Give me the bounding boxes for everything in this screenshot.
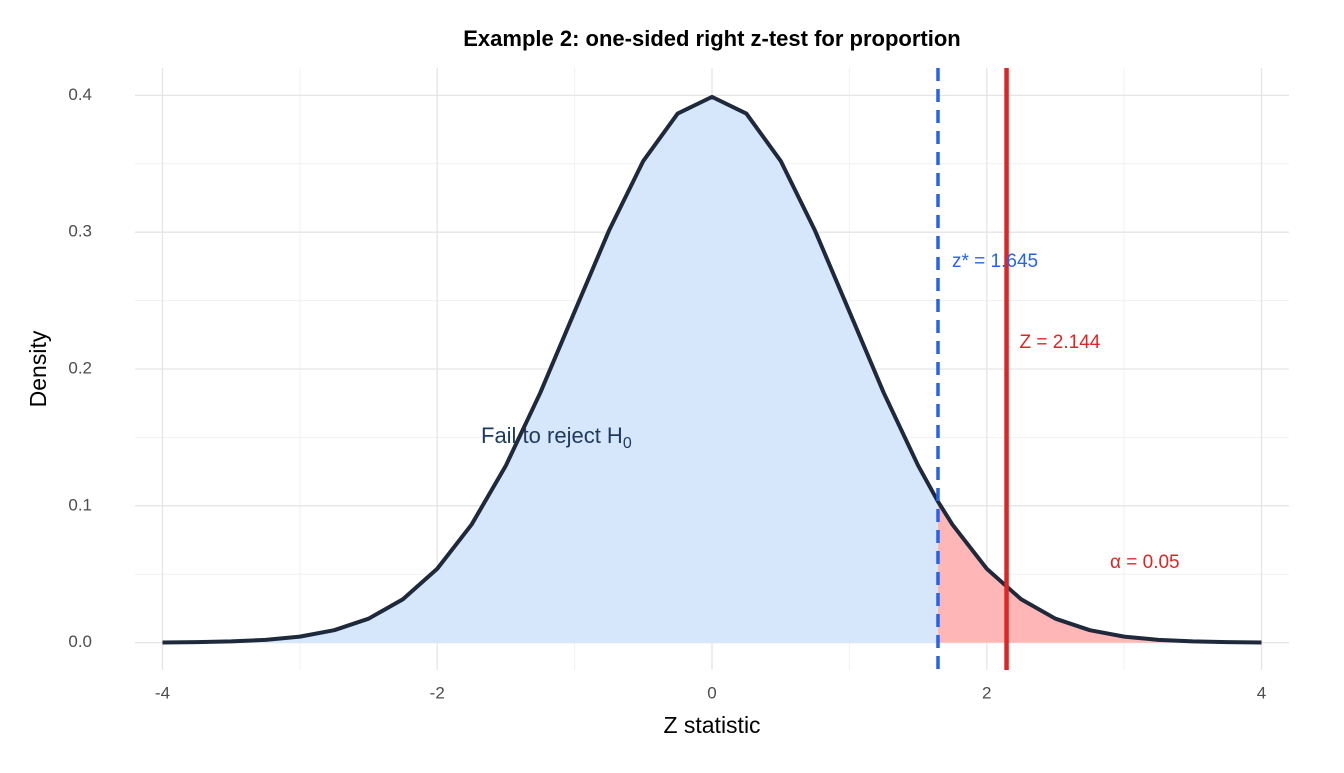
- chart-title: Example 2: one-sided right z-test for pr…: [463, 26, 960, 51]
- y-tick-label: 0.1: [68, 495, 92, 514]
- fail-label-text: Fail to reject H: [481, 423, 623, 448]
- fail-label-subscript: 0: [623, 435, 632, 452]
- y-axis-title: Density: [25, 330, 51, 407]
- x-tick-label: 4: [1257, 683, 1266, 702]
- statistic-label: Z = 2.144: [1020, 332, 1101, 353]
- fail-label: Fail to reject H0: [481, 423, 632, 452]
- y-tick-label: 0.0: [68, 632, 92, 651]
- x-tick-label: -2: [430, 683, 445, 702]
- critical-label: z* = 1.645: [952, 251, 1038, 272]
- x-tick-label: -4: [155, 683, 170, 702]
- y-tick-label: 0.3: [68, 222, 92, 241]
- x-axis-title: Z statistic: [663, 712, 760, 738]
- y-tick-label: 0.2: [68, 358, 92, 377]
- x-tick-label: 2: [982, 683, 991, 702]
- density-curve: [162, 94, 1262, 645]
- y-tick-label: 0.4: [68, 85, 92, 104]
- alpha-label: α = 0.05: [1110, 552, 1180, 573]
- x-tick-label: 0: [707, 683, 716, 702]
- reject-region: [937, 501, 1262, 643]
